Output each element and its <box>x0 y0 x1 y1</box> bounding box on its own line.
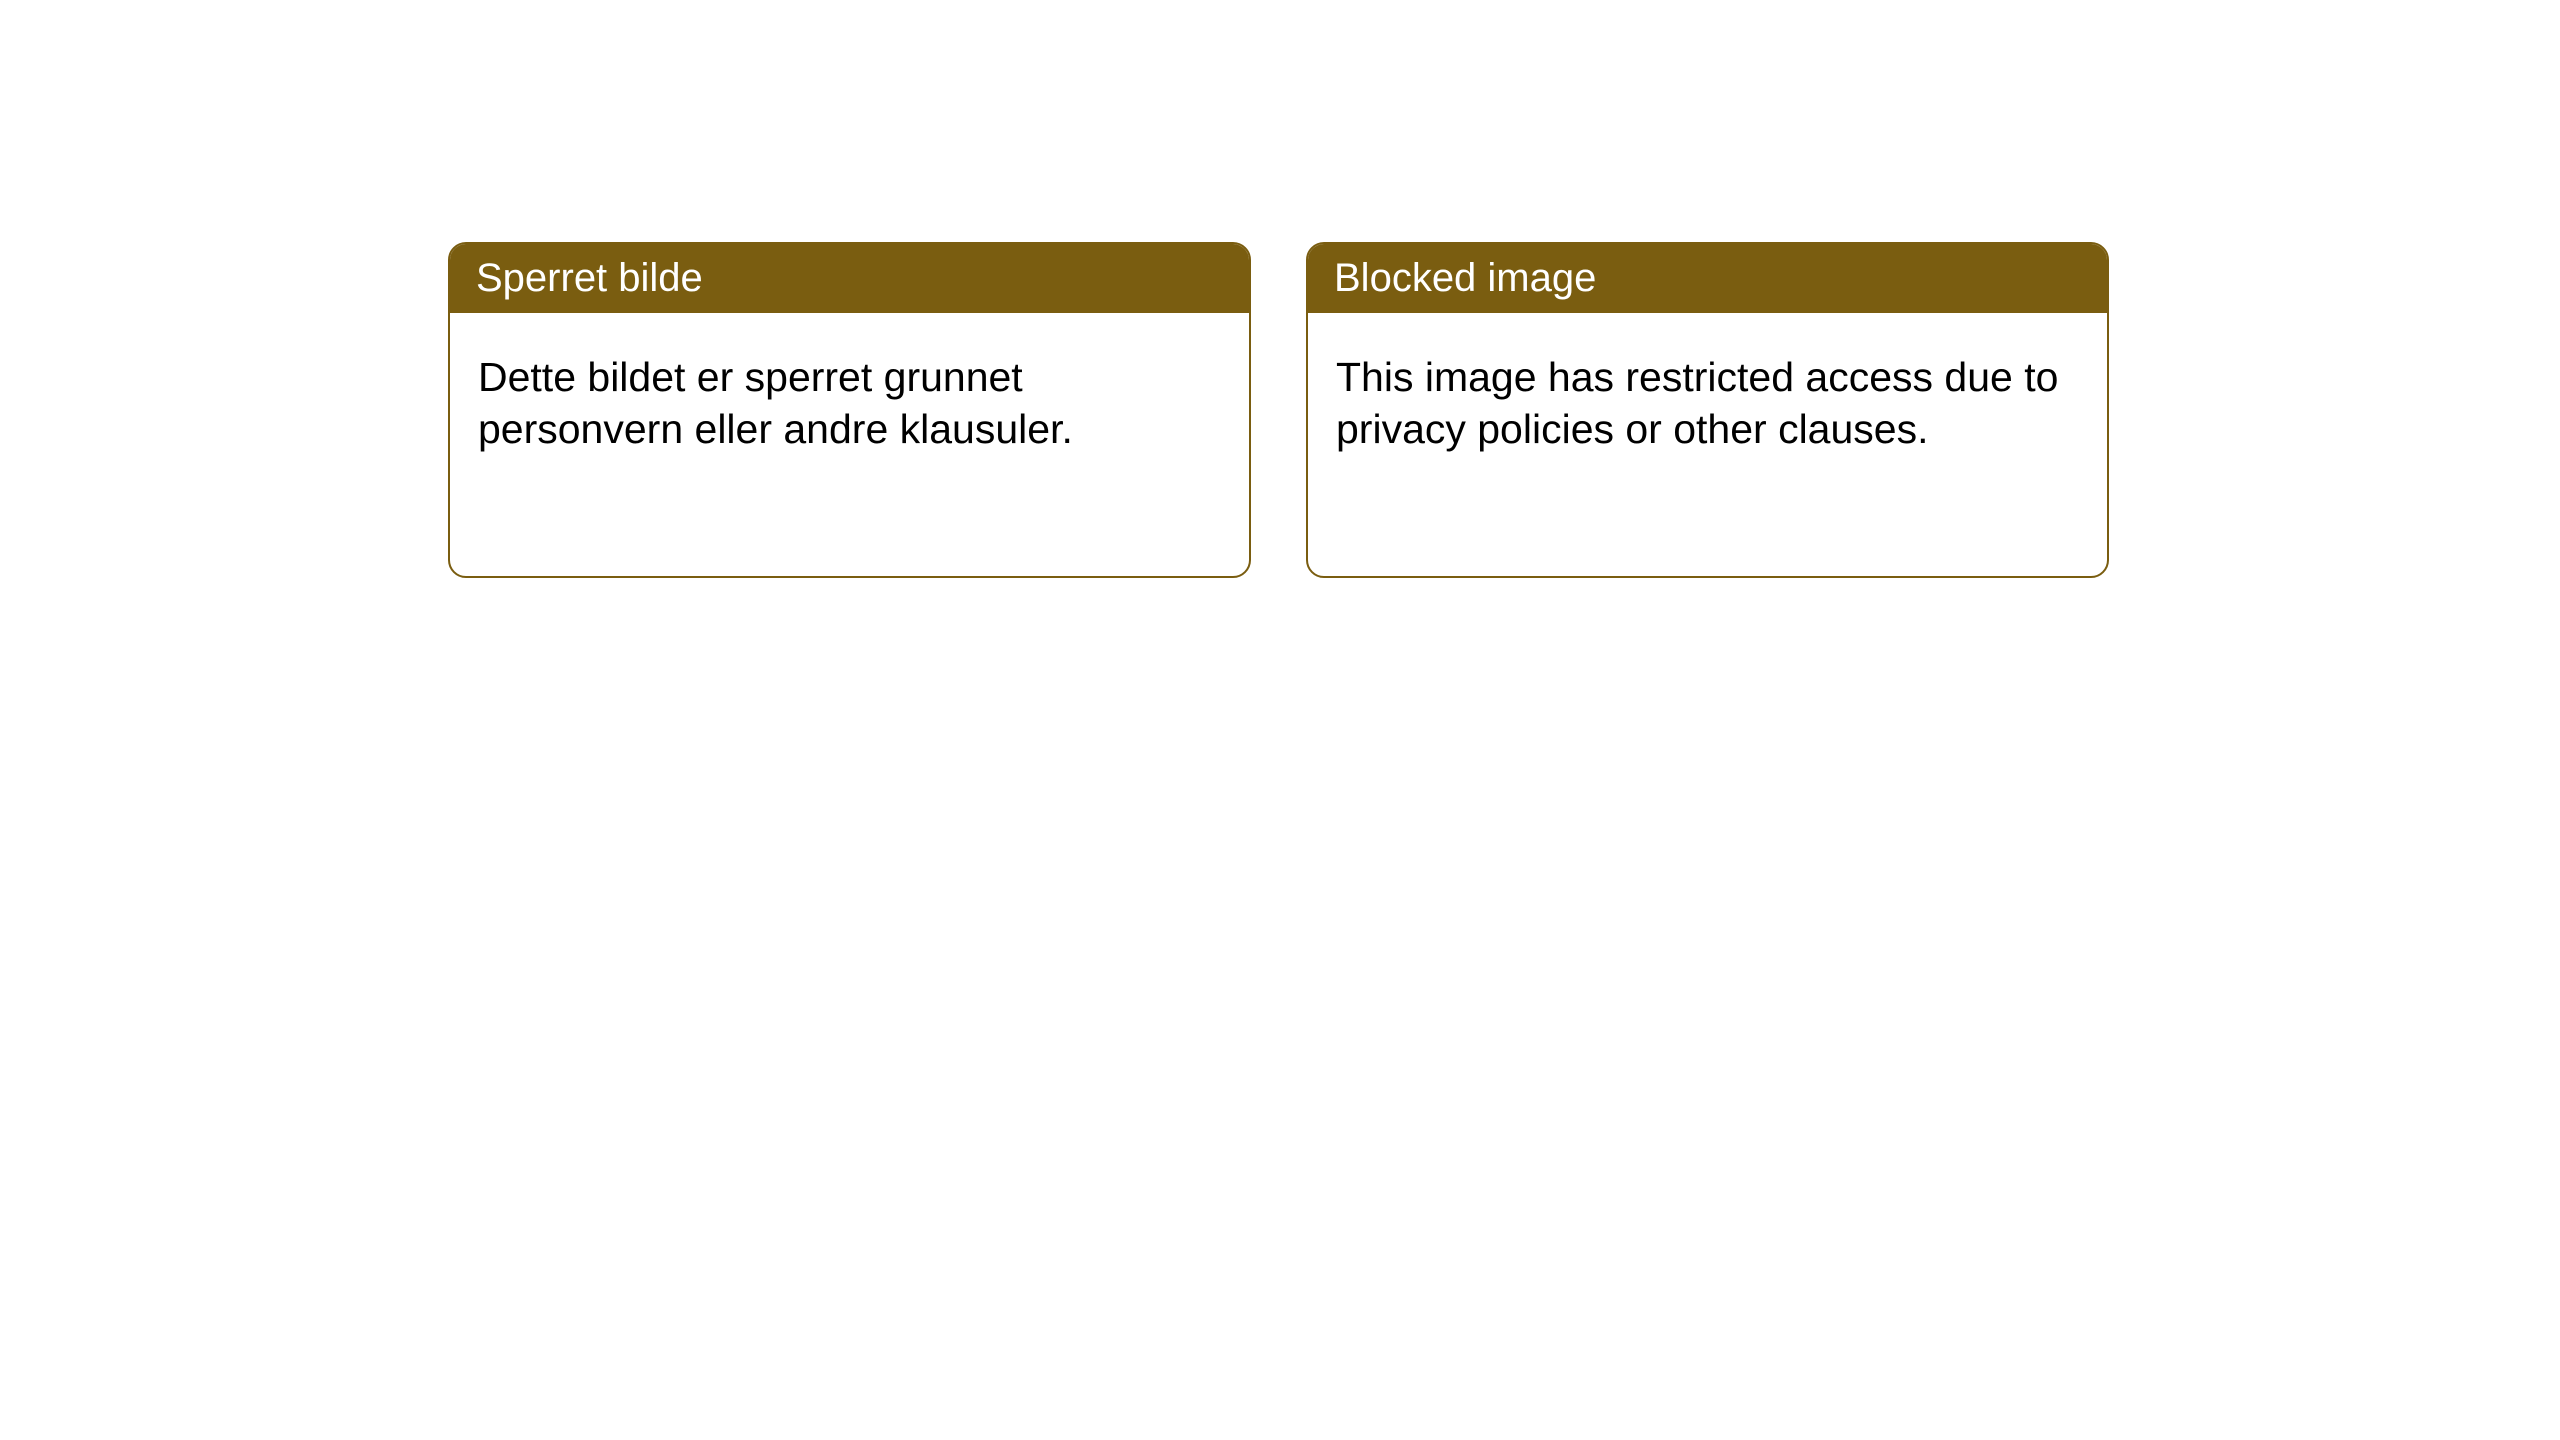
notice-card-title: Blocked image <box>1308 244 2107 313</box>
notice-card-body: Dette bildet er sperret grunnet personve… <box>450 313 1249 494</box>
notice-card-title: Sperret bilde <box>450 244 1249 313</box>
notice-card-body: This image has restricted access due to … <box>1308 313 2107 494</box>
notice-card-norwegian: Sperret bilde Dette bildet er sperret gr… <box>448 242 1251 578</box>
notice-card-english: Blocked image This image has restricted … <box>1306 242 2109 578</box>
notice-cards-container: Sperret bilde Dette bildet er sperret gr… <box>448 242 2109 578</box>
